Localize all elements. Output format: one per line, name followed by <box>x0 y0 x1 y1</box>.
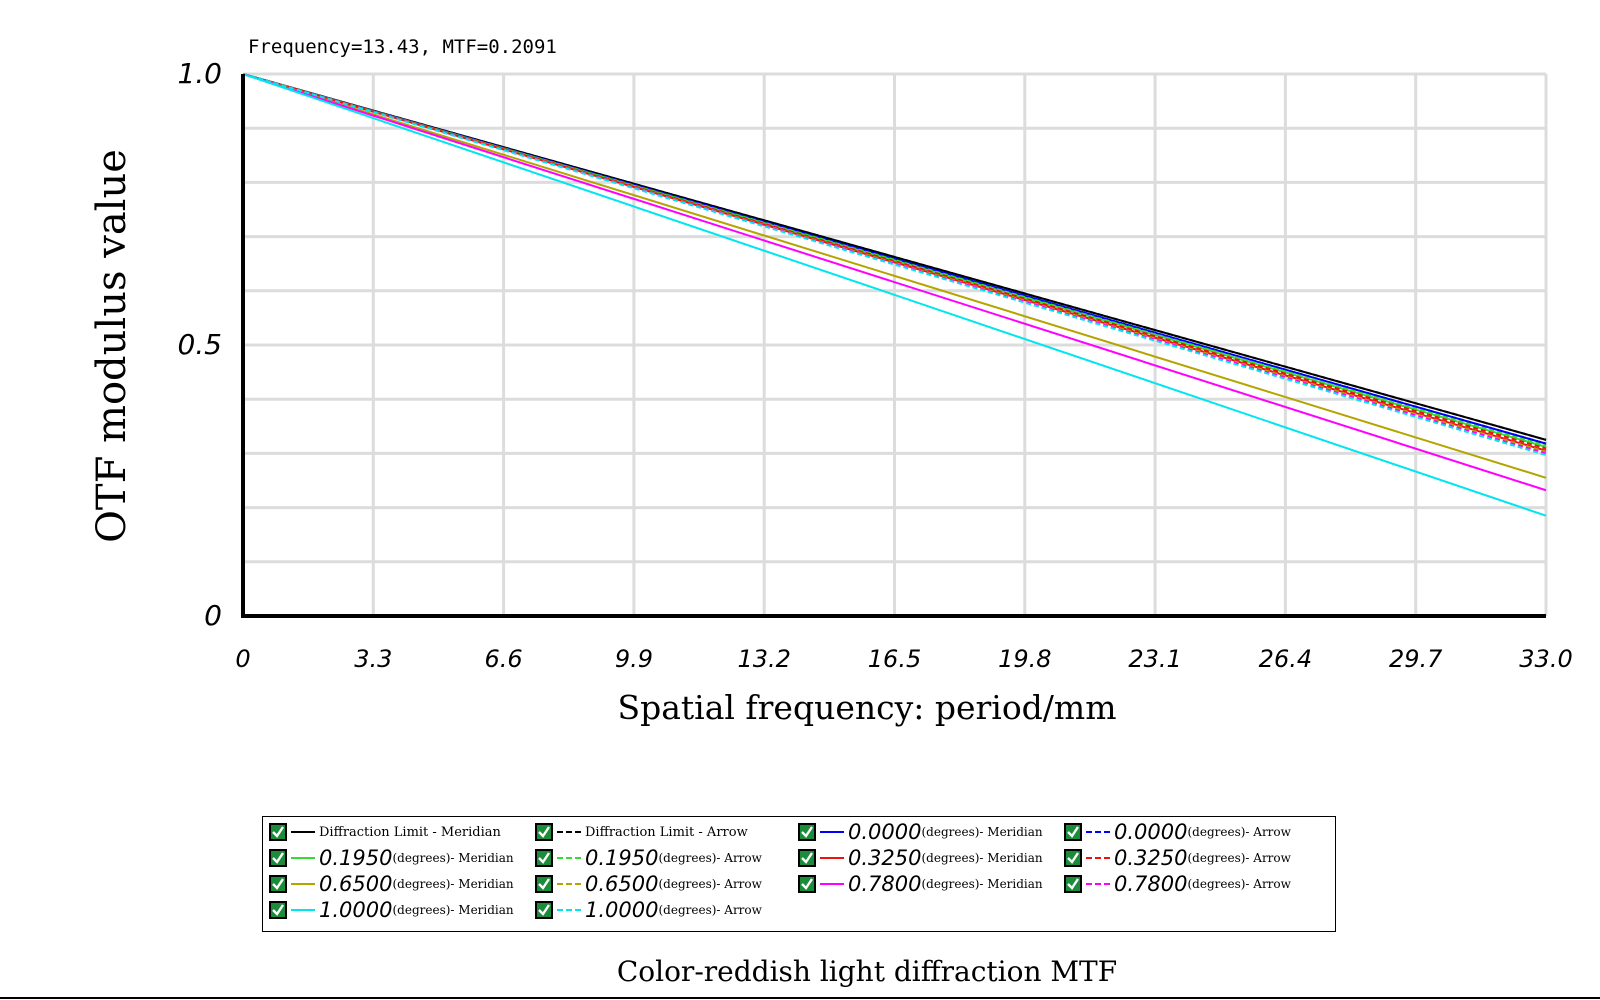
legend-field-unit: (degrees)- Meridian <box>921 877 1043 891</box>
grid <box>243 72 1548 616</box>
legend-swatch <box>291 909 315 911</box>
legend-field-unit: (degrees)- Arrow <box>1187 825 1291 839</box>
legend-item[interactable]: 0.0000 (degrees)- Arrow <box>1064 820 1291 844</box>
series-line <box>242 73 1547 492</box>
y-tick-label: 1.0 <box>177 57 222 90</box>
legend-field-angle: 1.0000 <box>319 898 393 922</box>
bottom-divider <box>0 997 1600 999</box>
legend-field-unit: (degrees)- Arrow <box>1187 877 1291 891</box>
x-tick-label: 0 <box>235 645 250 673</box>
legend-item[interactable]: 0.7800 (degrees)- Arrow <box>1064 872 1291 896</box>
legend-swatch <box>291 857 315 859</box>
legend-field-angle: 0.0000 <box>1114 820 1188 844</box>
x-tick-label: 9.9 <box>615 645 653 673</box>
checkbox-checked-icon[interactable] <box>269 901 287 919</box>
x-tick-label: 26.4 <box>1259 645 1312 673</box>
legend-swatch <box>1086 831 1110 833</box>
series-line <box>242 73 1547 479</box>
legend-swatch <box>557 883 581 885</box>
legend-swatch <box>820 857 844 859</box>
legend-item[interactable]: 1.0000 (degrees)- Arrow <box>535 898 762 922</box>
series-layer <box>242 73 1547 517</box>
y-tick-label: 0.5 <box>177 328 222 361</box>
legend-swatch <box>557 831 581 833</box>
legend: Diffraction Limit - Meridian Diffraction … <box>262 816 1336 932</box>
legend-item[interactable]: 0.1950 (degrees)- Arrow <box>535 846 762 870</box>
chart-title: Color-reddish light diffraction MTF <box>616 955 1118 988</box>
legend-field-angle: 0.6500 <box>585 872 659 896</box>
series-line <box>242 73 1547 517</box>
legend-item[interactable]: 0.6500 (degrees)- Arrow <box>535 872 762 896</box>
checkbox-checked-icon[interactable] <box>798 823 816 841</box>
legend-field-unit: (degrees)- Arrow <box>658 851 762 865</box>
x-tick-label: 16.5 <box>868 645 921 673</box>
legend-field-angle: 0.3250 <box>1114 846 1188 870</box>
legend-label: Diffraction Limit - Meridian <box>319 824 501 840</box>
cursor-readout: Frequency=13.43, MTF=0.2091 <box>248 36 557 58</box>
legend-swatch <box>557 857 581 859</box>
legend-field-angle: 0.0000 <box>848 820 922 844</box>
series-line <box>242 73 1547 456</box>
legend-item[interactable]: 0.0000 (degrees)- Meridian <box>798 820 1043 844</box>
legend-swatch <box>1086 857 1110 859</box>
legend-item[interactable]: 0.3250 (degrees)- Meridian <box>798 846 1043 870</box>
checkbox-checked-icon[interactable] <box>269 823 287 841</box>
legend-field-angle: 0.7800 <box>1114 872 1188 896</box>
legend-swatch <box>291 831 315 833</box>
legend-swatch <box>1086 883 1110 885</box>
legend-field-angle: 0.3250 <box>848 846 922 870</box>
legend-swatch <box>820 831 844 833</box>
checkbox-checked-icon[interactable] <box>1064 849 1082 867</box>
checkbox-checked-icon[interactable] <box>535 875 553 893</box>
legend-field-angle: 1.0000 <box>585 898 659 922</box>
legend-field-angle: 0.1950 <box>319 846 393 870</box>
legend-field-unit: (degrees)- Meridian <box>921 825 1043 839</box>
tick-labels: 0 3.3 6.6 9.9 13.2 16.5 19.8 23.1 26.4 29.7 33.0 0 0… <box>177 57 1572 673</box>
legend-item[interactable]: Diffraction Limit - Arrow <box>535 820 748 844</box>
legend-swatch <box>291 883 315 885</box>
checkbox-checked-icon[interactable] <box>269 875 287 893</box>
legend-item[interactable]: Diffraction Limit - Meridian <box>269 820 501 844</box>
legend-item[interactable]: 0.3250 (degrees)- Arrow <box>1064 846 1291 870</box>
x-axis-label: Spatial frequency: period/mm <box>617 688 1117 727</box>
legend-item[interactable]: 1.0000 (degrees)- Meridian <box>269 898 514 922</box>
legend-field-unit: (degrees)- Arrow <box>658 877 762 891</box>
checkbox-checked-icon[interactable] <box>269 849 287 867</box>
axes <box>241 74 1546 618</box>
mtf-chart: 0 3.3 6.6 9.9 13.2 16.5 19.8 23.1 26.4 29.7 33.0 0 0… <box>177 57 1572 673</box>
checkbox-checked-icon[interactable] <box>535 901 553 919</box>
legend-item[interactable]: 0.1950 (degrees)- Meridian <box>269 846 514 870</box>
legend-field-unit: (degrees)- Meridian <box>392 903 514 917</box>
checkbox-checked-icon[interactable] <box>798 875 816 893</box>
legend-field-angle: 0.1950 <box>585 846 659 870</box>
legend-field-unit: (degrees)- Meridian <box>921 851 1043 865</box>
legend-field-angle: 0.7800 <box>848 872 922 896</box>
x-tick-label: 33.0 <box>1519 645 1572 673</box>
checkbox-checked-icon[interactable] <box>1064 823 1082 841</box>
legend-label: Diffraction Limit - Arrow <box>585 824 748 840</box>
legend-field-unit: (degrees)- Meridian <box>392 851 514 865</box>
x-tick-label: 29.7 <box>1389 645 1443 673</box>
x-tick-label: 13.2 <box>737 645 790 673</box>
legend-field-unit: (degrees)- Arrow <box>658 903 762 917</box>
legend-swatch <box>557 909 581 911</box>
y-tick-label: 0 <box>204 599 222 632</box>
x-tick-label: 6.6 <box>485 645 523 673</box>
legend-item[interactable]: 0.6500 (degrees)- Meridian <box>269 872 514 896</box>
checkbox-checked-icon[interactable] <box>535 849 553 867</box>
x-tick-label: 19.8 <box>998 645 1051 673</box>
checkbox-checked-icon[interactable] <box>1064 875 1082 893</box>
checkbox-checked-icon[interactable] <box>798 849 816 867</box>
legend-item[interactable]: 0.7800 (degrees)- Meridian <box>798 872 1043 896</box>
legend-swatch <box>820 883 844 885</box>
legend-field-unit: (degrees)- Arrow <box>1187 851 1291 865</box>
legend-field-angle: 0.6500 <box>319 872 393 896</box>
legend-field-unit: (degrees)- Meridian <box>392 877 514 891</box>
x-tick-label: 3.3 <box>354 645 392 673</box>
x-tick-label: 23.1 <box>1128 645 1181 673</box>
checkbox-checked-icon[interactable] <box>535 823 553 841</box>
